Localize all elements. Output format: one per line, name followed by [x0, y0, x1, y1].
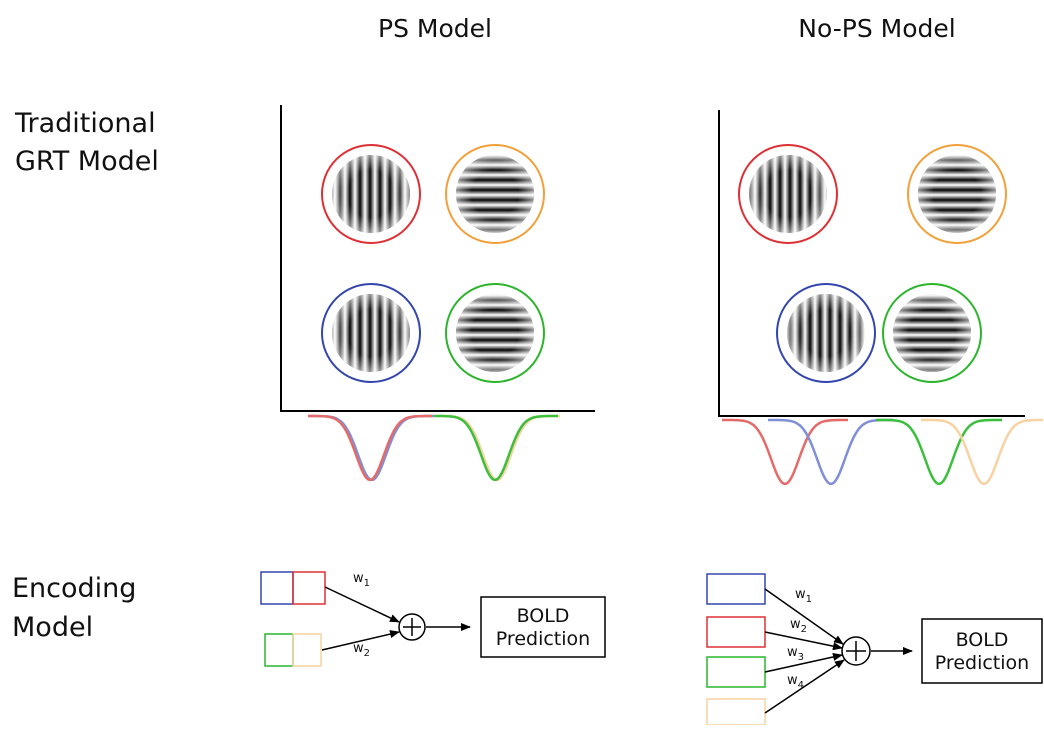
grating-fade: [456, 294, 534, 372]
grating-fade: [787, 294, 865, 372]
weight-index: 4: [798, 680, 804, 691]
weight-symbol: w: [790, 617, 801, 632]
grating-fade: [456, 155, 534, 233]
weight-symbol: w: [795, 587, 806, 602]
feature-box: [293, 634, 321, 666]
weight-label: w2: [790, 617, 807, 635]
grating-fade: [332, 294, 410, 372]
arrow: [765, 660, 844, 713]
output-label: BOLD: [956, 629, 1009, 651]
column-title: No-PS Model: [798, 14, 955, 43]
axis: [281, 105, 595, 411]
weight-index: 1: [364, 578, 370, 589]
arrow: [325, 587, 399, 622]
weight-label: w2: [353, 641, 370, 659]
row-title: Encoding: [12, 573, 136, 604]
row-title: Model: [12, 612, 93, 643]
feature-box: [265, 634, 293, 666]
grating-fade: [332, 155, 410, 233]
feature-box: [707, 657, 765, 687]
weight-label: w1: [353, 571, 370, 589]
weight-label: w1: [795, 587, 812, 605]
output-label: Prediction: [496, 628, 590, 650]
marginal-curve: [310, 416, 434, 480]
weight-index: 1: [806, 594, 812, 605]
weight-index: 2: [364, 648, 370, 659]
weight-symbol: w: [787, 645, 798, 660]
grating-fade: [749, 155, 827, 233]
output-label: Prediction: [935, 652, 1029, 674]
weight-symbol: w: [787, 673, 798, 688]
marginal-curve: [876, 420, 1002, 484]
grating-fade: [918, 155, 996, 233]
marginal-curve: [308, 416, 432, 480]
column-title: PS Model: [378, 14, 492, 43]
figure: PS Model No-PS Model Traditional GRT Model E…: [0, 0, 1044, 725]
marginal-curve: [436, 416, 560, 480]
row-title: GRT Model: [15, 146, 159, 177]
feature-box: [707, 699, 765, 725]
feature-box: [707, 574, 765, 604]
feature-box: [261, 572, 293, 604]
output-label: BOLD: [517, 605, 570, 627]
weight-symbol: w: [353, 571, 364, 586]
weight-index: 3: [798, 652, 804, 663]
feature-box: [707, 617, 765, 647]
marginal-curve: [921, 420, 1043, 484]
weight-label: w4: [787, 673, 804, 691]
feature-box: [293, 572, 325, 604]
weight-index: 2: [801, 624, 807, 635]
marginal-curve: [434, 416, 558, 480]
weight-label: w3: [787, 645, 804, 663]
row-title: Traditional: [14, 108, 156, 139]
grating-fade: [893, 294, 971, 372]
marginal-curve: [768, 420, 894, 484]
weight-symbol: w: [353, 641, 364, 656]
marginal-curve: [722, 420, 848, 484]
